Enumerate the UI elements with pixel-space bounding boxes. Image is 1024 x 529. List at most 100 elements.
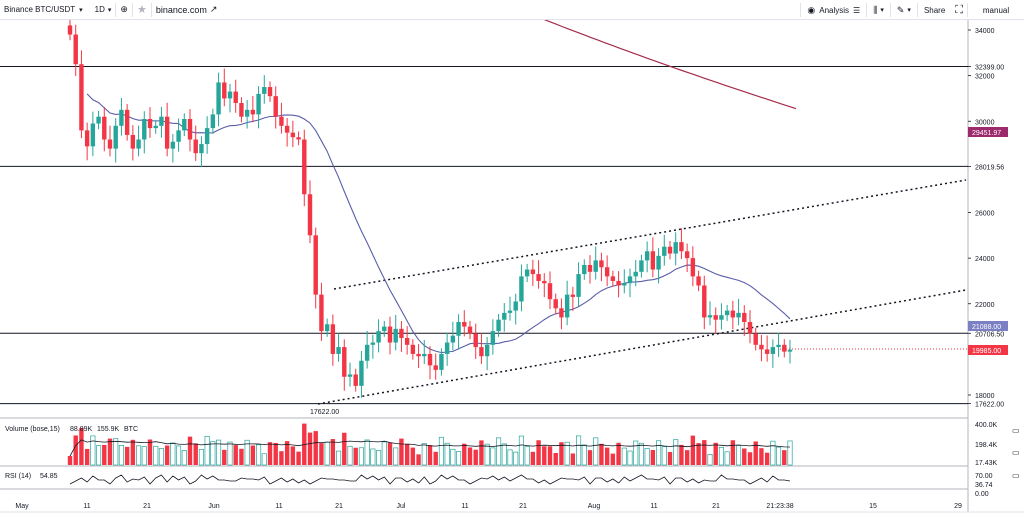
- candle-body: [399, 328, 404, 338]
- volume-bar: [113, 438, 119, 466]
- candle-body: [707, 315, 713, 318]
- ma-short-line: [86, 93, 791, 354]
- candle-body: [387, 326, 393, 343]
- volume-bar: [759, 448, 764, 465]
- volume-bar: [193, 443, 198, 465]
- volume-bar: [593, 437, 599, 466]
- candle-body: [467, 326, 473, 334]
- candle-body: [416, 353, 421, 357]
- volume-bar: [559, 442, 564, 465]
- candle-body: [553, 299, 558, 309]
- pane-settings-icon[interactable]: ▭: [1012, 426, 1020, 435]
- volume-bar: [724, 451, 730, 466]
- candle-body: [324, 324, 330, 332]
- candle-body: [742, 312, 747, 322]
- volume-bar: [187, 436, 193, 465]
- candle-body: [102, 116, 107, 140]
- favorite-button[interactable]: ★: [133, 0, 151, 20]
- candle-body: [244, 109, 250, 117]
- volume-bar: [421, 443, 427, 466]
- fullscreen-button[interactable]: ⛶: [951, 0, 967, 20]
- candle-body: [679, 242, 684, 252]
- candle-body: [164, 116, 170, 149]
- candle-body: [662, 246, 667, 256]
- volume-bar: [787, 440, 793, 466]
- candle-body: [370, 342, 376, 345]
- volume-bar: [342, 432, 347, 465]
- volume-bar: [462, 443, 467, 465]
- volume-bar: [764, 452, 770, 465]
- candle-body: [119, 109, 124, 126]
- candle-body: [427, 353, 433, 366]
- list-icon: ☰: [853, 5, 861, 15]
- pane-settings-icon[interactable]: ▭: [1012, 471, 1020, 480]
- candle-body: [450, 335, 456, 343]
- volume-bar: [604, 447, 610, 465]
- volume-bar: [387, 442, 393, 465]
- candle-body: [313, 235, 318, 295]
- volume-bar: [130, 439, 136, 465]
- indicators-button[interactable]: ⊕: [116, 0, 132, 20]
- volume-bar: [524, 446, 530, 466]
- volume-bar: [136, 445, 142, 466]
- price-axis-label: 20706.50: [975, 331, 1004, 338]
- source-link[interactable]: binance.com ↗: [152, 0, 222, 20]
- symbol-selector[interactable]: Binance BTC/USDT ▾: [0, 0, 87, 20]
- candle-body: [67, 25, 73, 35]
- volume-bar: [153, 445, 159, 466]
- candle-body: [250, 109, 256, 115]
- interval-selector[interactable]: 1D ▾: [91, 0, 116, 20]
- candle-body: [376, 331, 381, 343]
- chart-type-button[interactable]: ⫼ ▾: [867, 0, 890, 20]
- volume-bar: [684, 450, 690, 465]
- price-axis-label: 28019.56: [975, 164, 1004, 171]
- candle-body: [782, 344, 787, 352]
- candle-body: [216, 82, 221, 115]
- candle-body: [519, 276, 524, 302]
- share-button[interactable]: Share: [918, 0, 951, 20]
- volume-bar: [319, 443, 324, 465]
- volume-bar: [118, 445, 124, 466]
- volume-bar: [753, 441, 758, 465]
- volume-bar: [507, 449, 513, 466]
- price-axis-label: 17622.00: [975, 402, 1004, 409]
- time-axis-label: May: [15, 503, 29, 510]
- price-axis-label: 22000: [975, 302, 995, 309]
- volume-bar: [164, 445, 170, 465]
- candle-body: [604, 267, 610, 277]
- rsi-axis-mid: 36.74: [975, 482, 993, 489]
- analysis-button[interactable]: ◉ Analysis ☰: [801, 0, 866, 20]
- candle-body: [433, 365, 438, 370]
- volume-bar: [518, 435, 524, 466]
- volume-bar: [650, 450, 656, 465]
- candle-body: [96, 116, 101, 124]
- volume-bar: [702, 440, 707, 465]
- pane-settings-icon[interactable]: ▭: [1012, 448, 1020, 457]
- mode-indicator[interactable]: manual: [968, 0, 1024, 20]
- drawing-tool-button[interactable]: ✎ ▾: [891, 0, 917, 20]
- volume-bar: [313, 431, 318, 465]
- candle-body: [256, 93, 261, 115]
- candles-icon: ⫼: [873, 4, 878, 15]
- analysis-label: Analysis: [819, 5, 850, 15]
- volume-bar: [444, 442, 450, 466]
- time-axis-label: 29: [954, 503, 962, 510]
- candle-body: [347, 374, 353, 377]
- volume-bar: [307, 432, 313, 465]
- candle-body: [393, 328, 398, 343]
- volume-bar: [256, 444, 262, 466]
- candle-body: [570, 294, 576, 297]
- candles: [67, 19, 793, 398]
- symbol-name: Binance BTC/USDT: [4, 5, 76, 14]
- candle-body: [484, 344, 490, 357]
- candle-body: [302, 139, 307, 195]
- volume-bar: [742, 448, 747, 465]
- volume-bar: [204, 436, 210, 466]
- channel-upper-line[interactable]: [333, 179, 967, 290]
- volume-axis-mid: 198.4K: [975, 442, 998, 449]
- time-axis-label: 11: [650, 503, 657, 510]
- candle-body: [153, 125, 158, 129]
- chevron-down-icon: ▾: [907, 7, 911, 14]
